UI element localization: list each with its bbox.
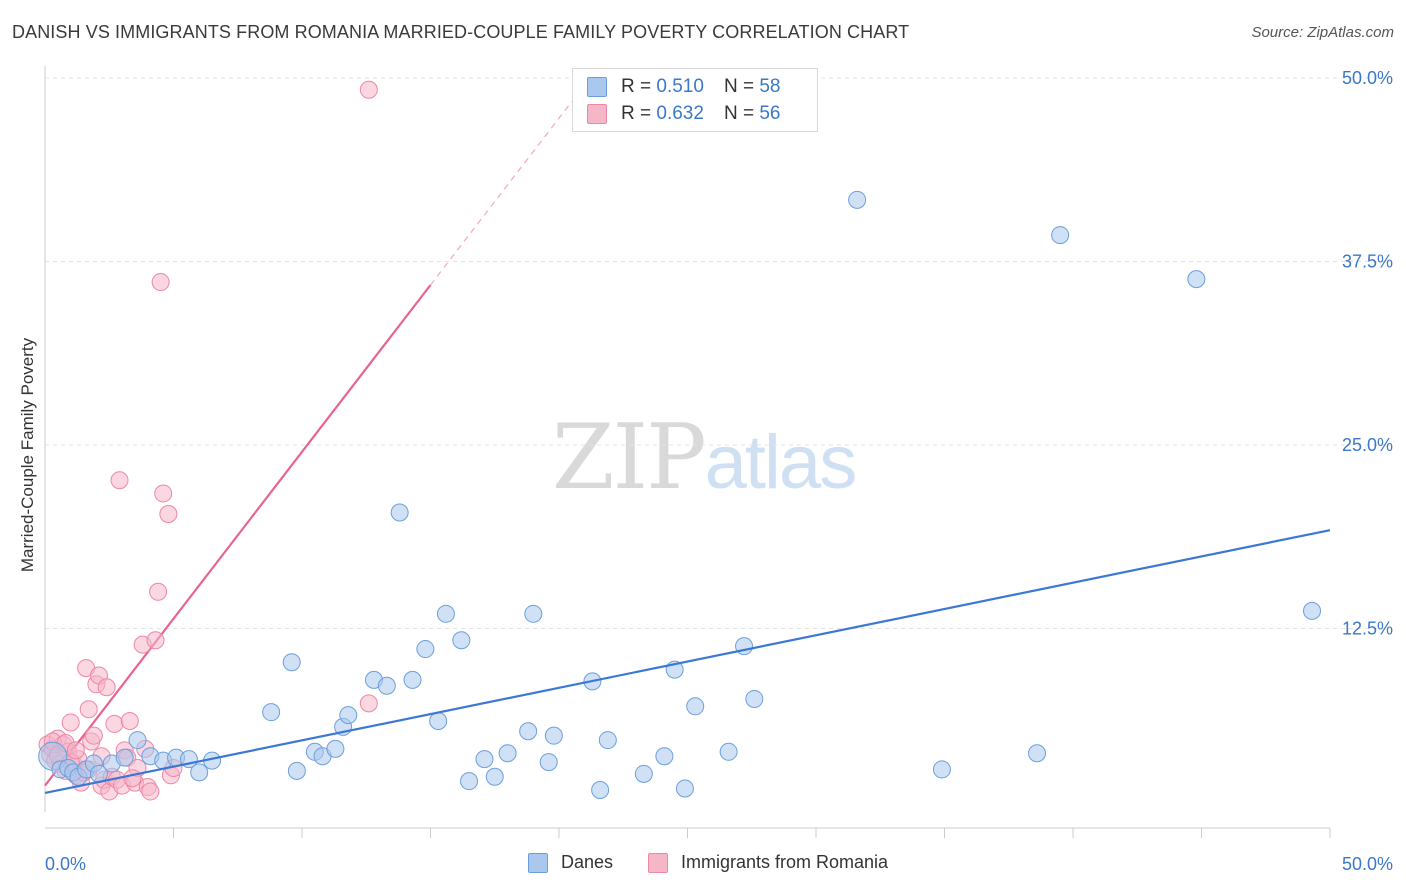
- danes-point: [282, 653, 301, 672]
- danes-point: [339, 706, 358, 725]
- romania-point: [154, 484, 173, 503]
- romania-swatch: [587, 104, 607, 124]
- danes-point: [655, 747, 674, 766]
- danes-trend: [44, 529, 1331, 794]
- danes-r-label: R =: [621, 76, 652, 97]
- romania-legend-swatch: [648, 852, 668, 873]
- correlation-legend: R = 0.510 N = 58 R = 0.632 N = 56: [572, 68, 818, 132]
- romania-point: [84, 726, 103, 745]
- danes-point: [452, 631, 471, 650]
- danes-n-label: N =: [723, 76, 755, 97]
- romania-point: [359, 694, 378, 713]
- danes-point: [591, 780, 610, 799]
- danes-point: [485, 767, 504, 786]
- legend-item-danes[interactable]: Danes: [528, 852, 613, 873]
- gridlines: [45, 77, 1390, 629]
- romania-point: [151, 273, 170, 292]
- danes-trend-line: [44, 529, 1331, 794]
- watermark-zip: ZIP: [552, 405, 707, 510]
- romania-trend-solid: [44, 284, 432, 787]
- romania-trend-line: [44, 101, 573, 787]
- y-tick-label: 25.0%: [1342, 435, 1393, 455]
- romania-n-label: N =: [723, 103, 755, 124]
- danes-point: [598, 731, 617, 750]
- romania-point: [61, 713, 80, 732]
- danes-point: [429, 711, 448, 730]
- danes-point: [544, 726, 563, 745]
- romania-r-value: 0.632: [656, 103, 704, 124]
- danes-point: [190, 763, 209, 782]
- romania-point: [120, 711, 139, 730]
- danes-point: [1303, 601, 1322, 620]
- danes-point: [932, 760, 951, 779]
- source-label: Source: ZipAtlas.com: [1251, 24, 1394, 41]
- romania-trend-dashed: [430, 101, 573, 286]
- danes-point: [128, 731, 147, 750]
- danes-swatch: [587, 77, 607, 97]
- danes-point: [475, 750, 494, 769]
- danes-point: [403, 670, 422, 689]
- y-tick-label: 50.0%: [1342, 68, 1393, 88]
- romania-points: [38, 80, 378, 801]
- danes-legend-label: Danes: [561, 852, 614, 872]
- danes-point: [115, 748, 134, 767]
- danes-n-value: 58: [759, 76, 781, 97]
- romania-n-value: 56: [759, 103, 781, 124]
- chart-title: DANISH VS IMMIGRANTS FROM ROMANIA MARRIE…: [12, 22, 910, 42]
- x-tick-label: 50.0%: [1342, 854, 1393, 874]
- danes-point: [436, 604, 455, 623]
- romania-point: [66, 741, 85, 760]
- danes-point: [1051, 226, 1070, 245]
- legend-row-romania: R = 0.632 N = 56: [587, 103, 780, 125]
- y-tick-label: 12.5%: [1342, 619, 1393, 639]
- danes-point: [287, 761, 306, 780]
- axes: [44, 66, 1331, 838]
- danes-point: [498, 744, 517, 763]
- danes-point: [1028, 744, 1047, 763]
- danes-r-value: 0.510: [656, 76, 704, 97]
- danes-point: [262, 703, 281, 722]
- romania-point: [79, 700, 98, 719]
- romania-point: [110, 471, 129, 490]
- danes-point: [524, 604, 543, 623]
- romania-point: [359, 80, 378, 99]
- romania-point: [141, 782, 160, 801]
- danes-point: [719, 742, 738, 761]
- legend-row-danes: R = 0.510 N = 58: [587, 76, 780, 98]
- danes-point: [416, 640, 435, 659]
- romania-point: [123, 769, 142, 788]
- danes-point: [675, 779, 694, 798]
- watermark-atlas: atlas: [704, 420, 858, 505]
- watermark: ZIPatlas: [552, 405, 858, 510]
- romania-point: [105, 714, 124, 733]
- romania-point: [146, 631, 165, 650]
- danes-point: [634, 764, 653, 783]
- danes-point: [377, 676, 396, 695]
- danes-point: [519, 722, 538, 741]
- legend-item-romania[interactable]: Immigrants from Romania: [648, 852, 888, 873]
- danes-point: [848, 190, 867, 209]
- danes-point: [1187, 270, 1206, 289]
- danes-point: [539, 753, 558, 772]
- danes-point: [390, 503, 409, 522]
- romania-point: [159, 504, 178, 523]
- danes-legend-swatch: [528, 852, 548, 873]
- danes-point: [326, 739, 345, 758]
- romania-r-label: R =: [621, 103, 652, 124]
- romania-point: [97, 678, 116, 697]
- danes-point: [686, 697, 705, 716]
- tick-labels: 12.5% 25.0% 37.5% 50.0% 0.0% 50.0%: [45, 68, 1393, 874]
- series-legend: Danes Immigrants from Romania: [0, 852, 1406, 876]
- x-tick-label: 0.0%: [45, 854, 86, 874]
- danes-point: [745, 689, 764, 708]
- danes-points: [38, 190, 1322, 799]
- romania-legend-label: Immigrants from Romania: [681, 852, 889, 872]
- danes-point: [460, 772, 479, 791]
- y-tick-label: 37.5%: [1342, 252, 1393, 272]
- romania-point: [149, 582, 168, 601]
